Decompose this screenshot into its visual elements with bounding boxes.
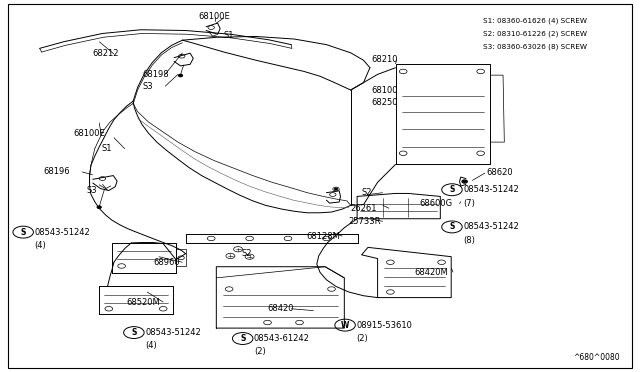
Text: 68198: 68198 [142,70,169,79]
Text: S: S [449,185,454,194]
Text: 68620: 68620 [486,169,513,177]
Text: W: W [341,321,349,330]
Text: 68128M: 68128M [306,232,340,241]
Text: 68100E: 68100E [74,129,106,138]
Text: 68420: 68420 [268,304,294,313]
Text: 08915-53610: 08915-53610 [356,321,412,330]
Text: 08543-51242: 08543-51242 [35,228,90,237]
Text: S2: 08310-61226 (2) SCREW: S2: 08310-61226 (2) SCREW [483,30,588,37]
Text: S3: S3 [86,186,97,195]
Text: 68210: 68210 [371,55,397,64]
Text: 68520M: 68520M [127,298,161,307]
Text: 68212: 68212 [93,49,119,58]
Text: 68196: 68196 [44,167,70,176]
Text: 68600G: 68600G [419,199,452,208]
Text: 08543-51242: 08543-51242 [463,185,519,194]
Text: 08543-61242: 08543-61242 [254,334,310,343]
Text: 68960: 68960 [154,258,180,267]
Text: S2: S2 [362,188,372,197]
Text: 68250: 68250 [371,98,397,107]
Text: S1: S1 [224,31,234,40]
Circle shape [179,74,182,77]
Text: 26261: 26261 [351,204,377,213]
Text: S2: S2 [242,249,252,258]
Text: (4): (4) [145,341,157,350]
Text: S1: 08360-61626 (4) SCREW: S1: 08360-61626 (4) SCREW [483,17,588,24]
Text: 25733R: 25733R [349,217,381,226]
Text: 68100E: 68100E [198,12,230,21]
Text: ^680^0080: ^680^0080 [573,353,620,362]
Circle shape [335,188,337,190]
Text: (4): (4) [35,241,46,250]
Text: (2): (2) [356,334,368,343]
Text: S: S [240,334,245,343]
Text: (7): (7) [463,199,475,208]
Circle shape [462,180,467,183]
Text: S3: 08360-63026 (8) SCREW: S3: 08360-63026 (8) SCREW [483,43,588,50]
Text: (8): (8) [463,236,475,245]
Text: S1: S1 [101,144,111,153]
Text: S: S [449,222,454,231]
Text: S: S [131,328,136,337]
Text: 08543-51242: 08543-51242 [145,328,201,337]
Text: S: S [20,228,26,237]
Text: S3: S3 [142,82,153,91]
Circle shape [97,206,101,208]
Text: 68100: 68100 [371,86,397,94]
Text: 68420M: 68420M [415,268,449,277]
Text: 08543-51242: 08543-51242 [463,222,519,231]
Text: (2): (2) [254,347,266,356]
